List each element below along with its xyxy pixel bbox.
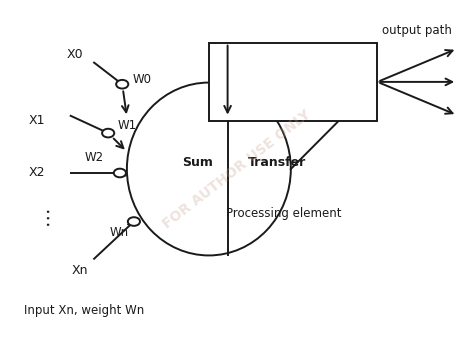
Text: X0: X0 — [67, 48, 84, 61]
Text: Wn: Wn — [109, 226, 128, 239]
Circle shape — [102, 129, 114, 138]
Circle shape — [116, 80, 128, 89]
Text: Input Xn, weight Wn: Input Xn, weight Wn — [24, 304, 144, 317]
Text: Transfer: Transfer — [247, 156, 306, 169]
Bar — [209, 43, 377, 121]
Text: Sum: Sum — [182, 156, 212, 169]
Text: X1: X1 — [28, 114, 45, 127]
Text: Xn: Xn — [72, 264, 88, 277]
Text: FOR AUTHOR USE ONLY: FOR AUTHOR USE ONLY — [160, 107, 313, 231]
Text: W2: W2 — [85, 151, 104, 164]
Text: Processing element: Processing element — [226, 208, 342, 220]
Text: output path: output path — [382, 24, 452, 37]
Text: ⋯: ⋯ — [38, 206, 57, 225]
Circle shape — [114, 169, 126, 177]
Text: W1: W1 — [118, 119, 137, 132]
Ellipse shape — [127, 82, 291, 256]
Circle shape — [128, 217, 140, 226]
Text: W0: W0 — [133, 73, 152, 87]
Text: X2: X2 — [28, 167, 45, 179]
